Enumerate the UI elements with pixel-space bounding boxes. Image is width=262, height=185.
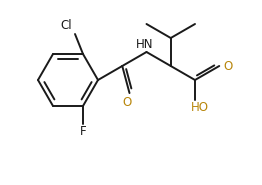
Text: HO: HO — [191, 101, 209, 114]
Text: O: O — [224, 60, 233, 73]
Text: HN: HN — [136, 38, 153, 51]
Text: O: O — [123, 95, 132, 109]
Text: F: F — [80, 125, 86, 139]
Text: Cl: Cl — [60, 18, 72, 31]
